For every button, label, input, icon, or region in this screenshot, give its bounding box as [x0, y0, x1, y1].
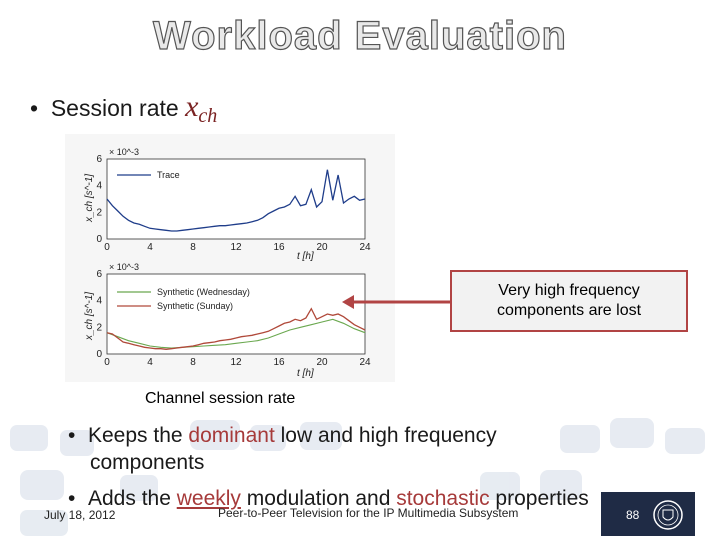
math-subscript: ch	[198, 105, 218, 127]
chart2-xtick-label: 12	[230, 357, 242, 368]
bullet-text: properties	[489, 487, 589, 510]
chart1-ylabel: x_ch [s^-1]	[84, 174, 95, 223]
chart2-ytick-label: 2	[96, 322, 102, 333]
chart2-legend-label-sun: Synthetic (Sunday)	[157, 301, 233, 311]
chart1-scale-label: × 10^-3	[109, 147, 139, 157]
math-variable: xch	[185, 90, 217, 127]
page-number-box	[601, 492, 695, 536]
bullet-dot: •	[30, 95, 45, 121]
chart2-legend-label-wed: Synthetic (Wednesday)	[157, 287, 250, 297]
figure-caption: Channel session rate	[145, 390, 296, 407]
callout-arrow	[342, 295, 450, 309]
bullet-adds: • Adds the weekly modulation and stochast…	[68, 485, 589, 512]
chart2-ytick-label: 4	[96, 296, 102, 307]
chart2-series-wednesday	[106, 318, 366, 349]
chart1-series-trace	[106, 169, 366, 232]
chart1-xtick-label: 0	[104, 242, 110, 253]
callout-box: Very high frequency components are lost	[450, 270, 688, 332]
chart1-xlabel: t [h]	[297, 251, 314, 262]
chart1-xtick-label: 24	[359, 242, 371, 253]
chart2-xtick-label: 0	[104, 357, 110, 368]
chart1-xtick-label: 4	[147, 242, 153, 253]
chart1-ytick-label: 4	[96, 181, 102, 192]
bullet-text: Adds the	[88, 487, 177, 510]
page-number: 88	[626, 508, 640, 522]
callout-line2: components are lost	[496, 302, 642, 319]
chart2-xtick-label: 4	[147, 357, 153, 368]
chart1-xtick-label: 16	[273, 242, 285, 253]
chart1-ytick-label: 2	[96, 207, 102, 218]
bullet-text: modulation and	[240, 487, 397, 510]
callout-line1: Very high frequency	[498, 282, 640, 299]
line-charts: × 10^-3 t [h] x_ch [s^-1] Trace 0 4 8 12 16 2…	[84, 147, 371, 379]
chart1-xtick-label: 8	[190, 242, 196, 253]
bullet-text-cont: components	[90, 451, 205, 474]
chart1-ytick-label: 6	[96, 154, 102, 165]
chart2-xtick-label: 16	[273, 357, 285, 368]
chart2-ytick-label: 6	[96, 269, 102, 280]
chart1-xtick-label: 12	[230, 242, 242, 253]
math-base: x	[185, 90, 199, 123]
bullet-text: low and high frequency	[274, 424, 497, 447]
bullet-text: Keeps the	[88, 424, 189, 447]
highlight-weekly: weekly	[176, 487, 241, 510]
chart2-xtick-label: 20	[316, 357, 328, 368]
chart1-ytick-label: 0	[96, 234, 102, 245]
chart1-xtick-label: 20	[316, 242, 328, 253]
chart2-series-sunday	[106, 307, 366, 350]
chart-synthetic: × 10^-3 t [h] x_ch [s^-1] Synthetic (Wed…	[84, 262, 371, 379]
chart2-xlabel: t [h]	[297, 368, 314, 379]
bullet-dot: •	[68, 424, 76, 447]
highlight-stochastic: stochastic	[396, 487, 490, 510]
bullet-text: Session rate	[50, 95, 179, 121]
chart1-legend-label: Trace	[157, 170, 180, 180]
chart2-frame	[106, 273, 366, 355]
university-seal-icon	[653, 500, 683, 530]
figure-panel: × 10^-3 t [h] x_ch [s^-1] Trace 0 4 8 12 16 2…	[65, 134, 395, 382]
chart2-scale-label: × 10^-3	[109, 262, 139, 272]
chart2-xtick-label: 24	[359, 357, 371, 368]
chart2-xtick-label: 8	[190, 357, 196, 368]
bullet-session-rate: • Session rate xch	[30, 90, 217, 128]
bullet-dot: •	[68, 487, 76, 510]
bullet-keeps: • Keeps the dominant low and high frequen…	[68, 422, 497, 476]
footer-title: Peer-to-Peer Television for the IP Multi…	[218, 506, 519, 520]
slide-title: Workload Evaluation	[152, 13, 567, 58]
chart2-ylabel: x_ch [s^-1]	[84, 292, 95, 341]
chart2-ytick-label: 0	[96, 349, 102, 360]
chart-trace: × 10^-3 t [h] x_ch [s^-1] Trace 0 4 8 12 16 2…	[84, 147, 371, 262]
footer-date: July 18, 2012	[44, 508, 116, 522]
highlight-dominant: dominant	[188, 424, 275, 447]
